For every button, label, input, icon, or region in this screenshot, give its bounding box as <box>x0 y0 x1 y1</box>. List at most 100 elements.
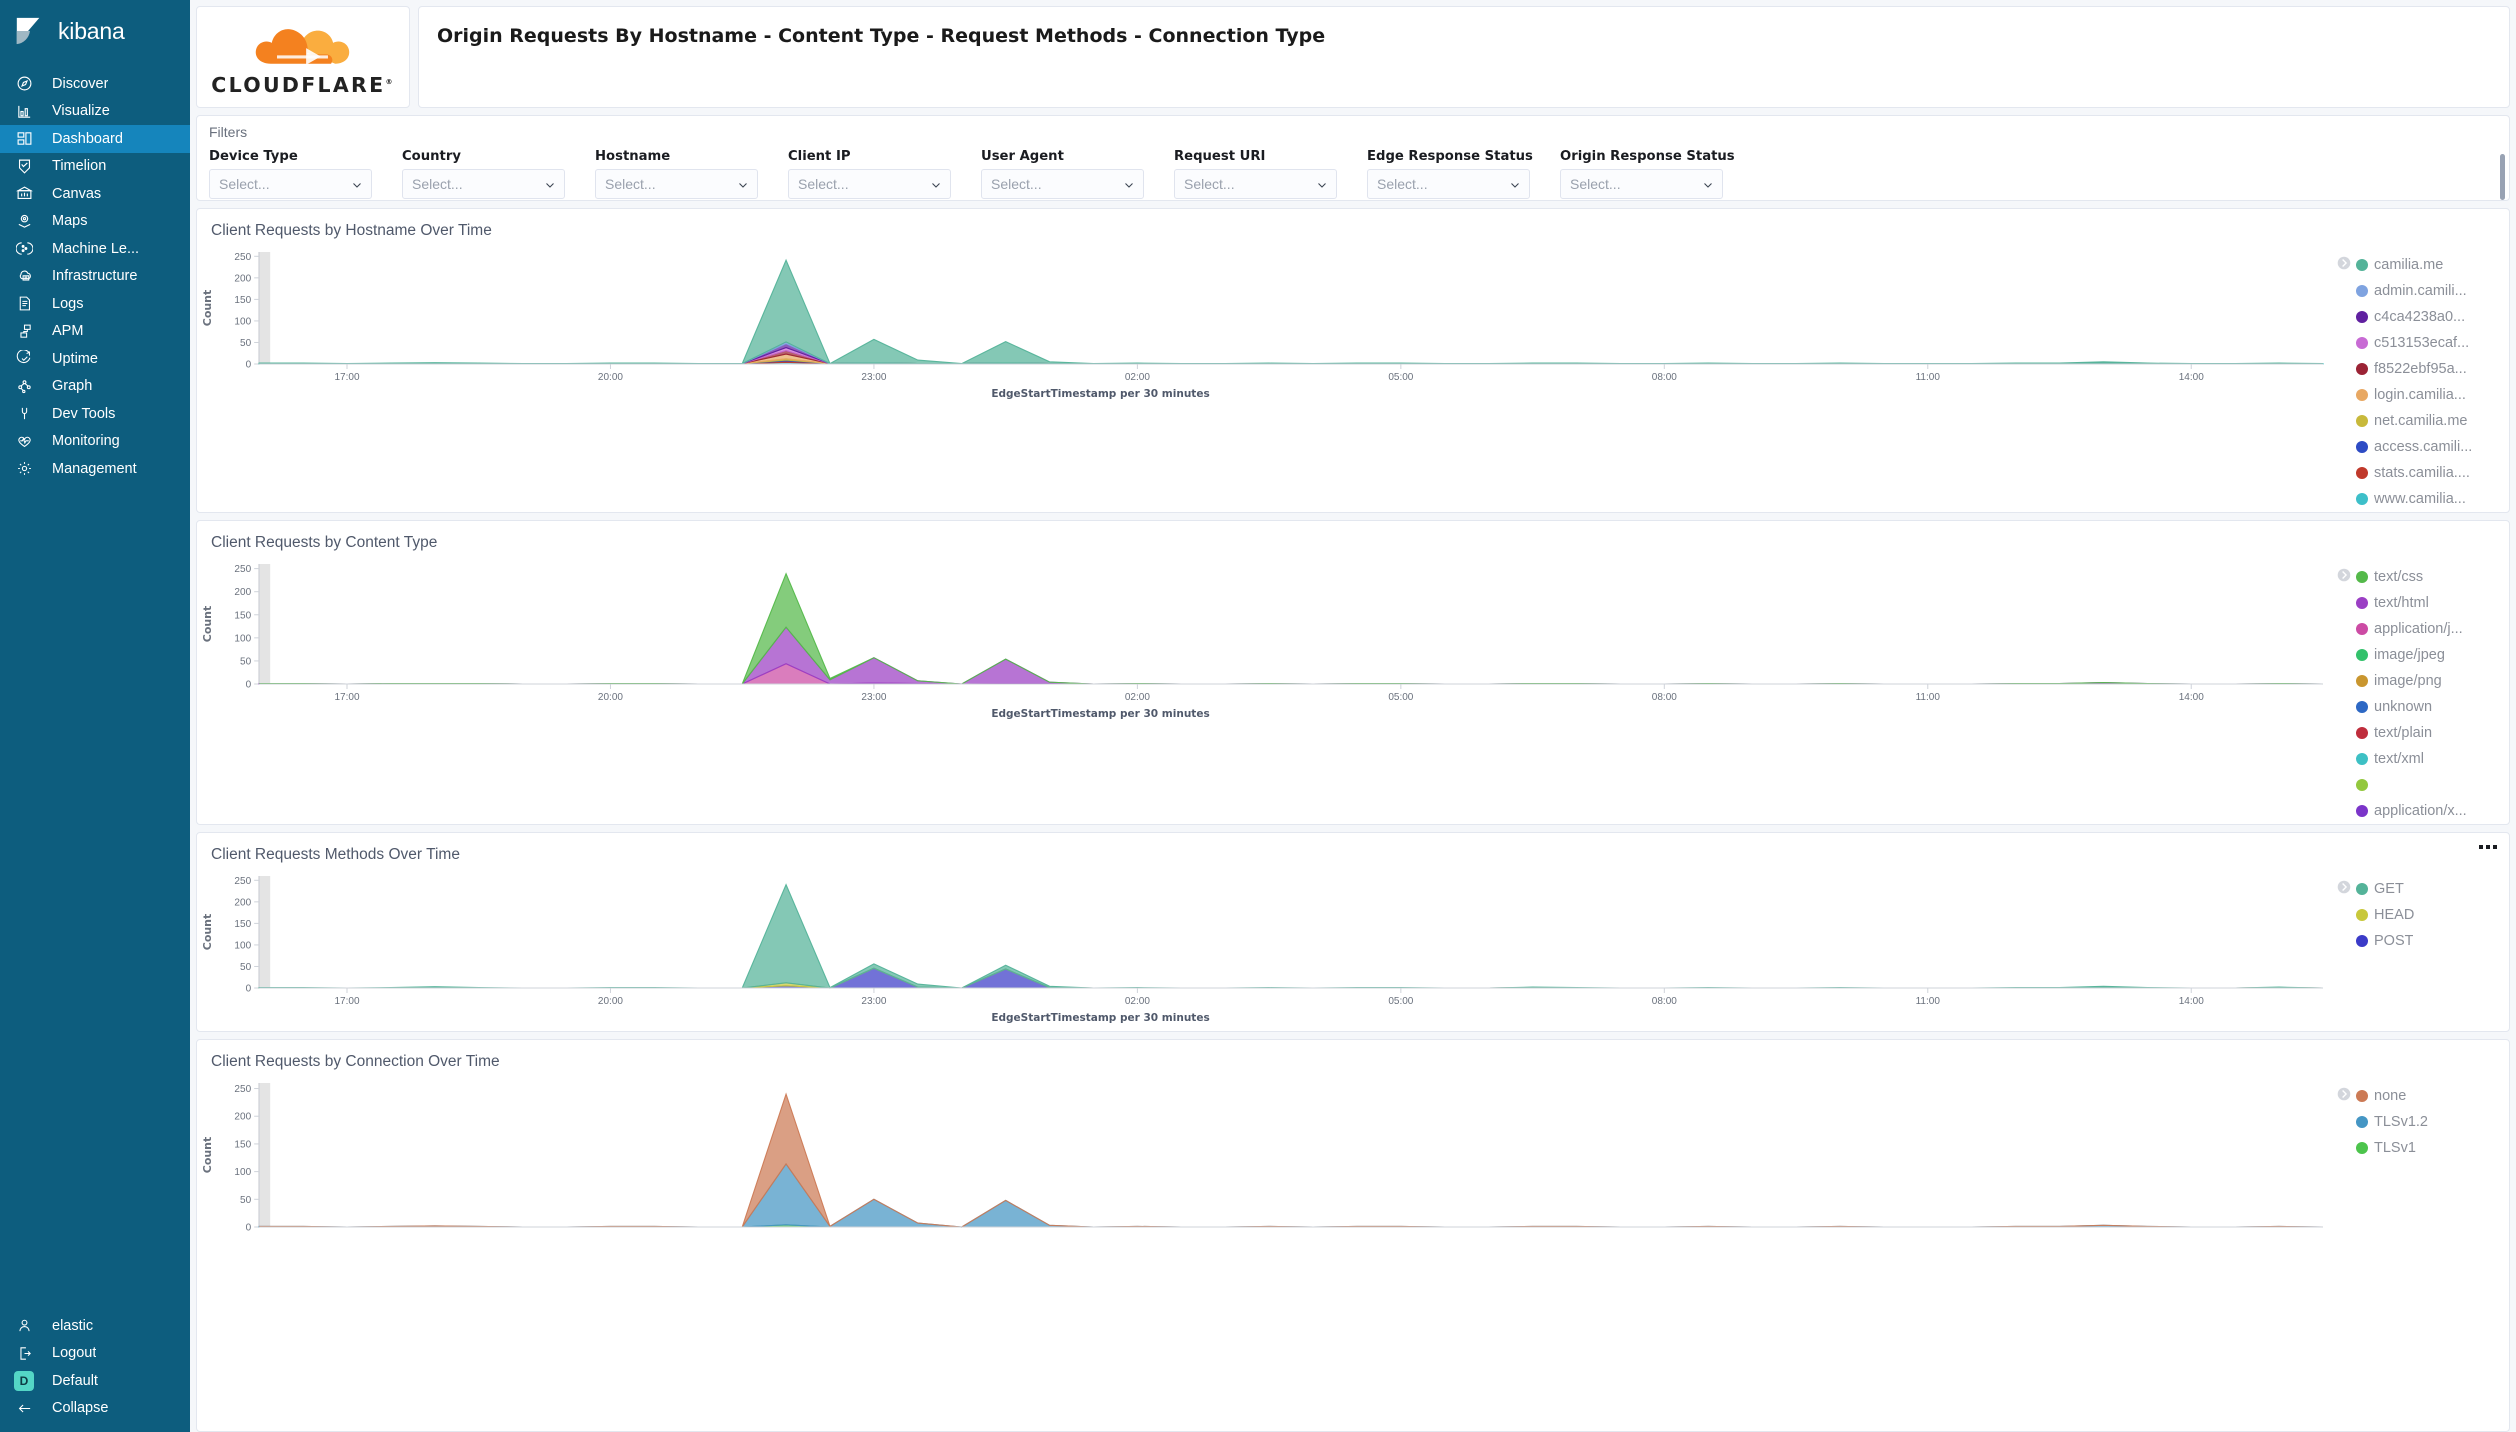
sidebar-item-logout[interactable]: Logout <box>0 1340 190 1368</box>
sidebar-item-logs[interactable]: Logs <box>0 290 190 318</box>
legend-color-dot <box>2356 883 2368 895</box>
kibana-brand[interactable]: kibana <box>0 0 190 62</box>
legend-item[interactable]: none <box>2356 1083 2428 1109</box>
legend-color-dot <box>2356 805 2368 817</box>
panel-options-menu[interactable] <box>2479 845 2497 849</box>
sidebar-label: Maps <box>52 213 88 230</box>
filter-hostname: Hostname Select... <box>595 149 758 199</box>
legend-item[interactable] <box>2356 772 2467 798</box>
user-agent-select[interactable]: Select... <box>981 169 1144 199</box>
legend-item[interactable]: GET <box>2356 876 2414 902</box>
legend-item[interactable]: text/css <box>2356 564 2467 590</box>
legend-collapse-icon[interactable] <box>2337 256 2351 270</box>
legend-item[interactable]: camilia.me <box>2356 252 2472 278</box>
filter-device-type: Device Type Select... <box>209 149 372 199</box>
filter-origin-response-status: Origin Response Status Select... <box>1560 149 1735 199</box>
sidebar-item-infrastructure[interactable]: Infrastructure <box>0 263 190 291</box>
sidebar-item-uptime[interactable]: Uptime <box>0 345 190 373</box>
chevron-down-icon <box>544 178 556 190</box>
client-ip-select[interactable]: Select... <box>788 169 951 199</box>
legend-item[interactable]: TLSv1 <box>2356 1135 2428 1161</box>
legend-item[interactable]: access.camili... <box>2356 434 2472 460</box>
svg-text:250: 250 <box>234 564 251 575</box>
svg-text:20:00: 20:00 <box>598 372 623 383</box>
sidebar-item-monitoring[interactable]: Monitoring <box>0 428 190 456</box>
legend-methods: GET HEAD POST <box>2333 864 2509 1028</box>
compass-icon <box>14 74 34 94</box>
svg-text:200: 200 <box>234 587 251 598</box>
legend-item[interactable]: text/html <box>2356 590 2467 616</box>
sidebar-label: Collapse <box>52 1400 109 1417</box>
svg-text:20:00: 20:00 <box>598 996 623 1007</box>
legend-item[interactable]: c4ca4238a0... <box>2356 304 2472 330</box>
sidebar-item-timelion[interactable]: Timelion <box>0 153 190 181</box>
chart-content-type[interactable]: 0 50 100 150 200 250 Count 17:00 20:00 23:00 02:00… <box>197 552 2333 821</box>
legend-label: HEAD <box>2374 907 2415 923</box>
filters-scrollbar[interactable] <box>2500 154 2505 200</box>
chart-connection[interactable]: 0 50 100 150 200 250 Count <box>197 1071 2333 1428</box>
sidebar-item-user[interactable]: elastic <box>0 1312 190 1340</box>
legend-collapse-icon[interactable] <box>2337 568 2351 582</box>
legend-item[interactable]: admin.camili... <box>2356 278 2472 304</box>
select-value: Select... <box>412 176 463 192</box>
legend-item[interactable]: TLSv1.2 <box>2356 1109 2428 1135</box>
filter-user-agent: User Agent Select... <box>981 149 1144 199</box>
legend-label: unknown <box>2374 699 2433 715</box>
legend-item[interactable]: stats.camilia.... <box>2356 460 2472 486</box>
sidebar-item-canvas[interactable]: Canvas <box>0 180 190 208</box>
sidebar-item-apm[interactable]: APM <box>0 318 190 346</box>
sidebar-item-collapse[interactable]: Collapse <box>0 1395 190 1423</box>
legend-item[interactable]: text/xml <box>2356 746 2467 772</box>
hostname-select[interactable]: Select... <box>595 169 758 199</box>
legend-list: camilia.me admin.camili... c4ca4238a0... c5… <box>2356 252 2472 512</box>
legend-item[interactable]: www.camilia... <box>2356 486 2472 512</box>
legend-label: none <box>2374 1088 2407 1104</box>
legend-collapse-icon[interactable] <box>2337 1087 2351 1101</box>
chart-methods[interactable]: 0 50 100 150 200 250 Count 17:00 20:00 23:00 02:00… <box>197 864 2333 1028</box>
legend-item[interactable]: login.camilia... <box>2356 382 2472 408</box>
user-icon <box>14 1316 34 1336</box>
legend-item[interactable]: net.camilia.me <box>2356 408 2472 434</box>
legend-item[interactable]: POST <box>2356 928 2414 954</box>
legend-label: text/plain <box>2374 725 2433 741</box>
legend-item[interactable]: text/plain <box>2356 720 2467 746</box>
request-uri-select[interactable]: Select... <box>1174 169 1337 199</box>
device-type-select[interactable]: Select... <box>209 169 372 199</box>
legend-label: POST <box>2374 933 2414 949</box>
svg-text:100: 100 <box>234 316 251 327</box>
monitoring-icon <box>14 431 34 451</box>
svg-text:0: 0 <box>246 1223 252 1231</box>
legend-label: f8522ebf95a... <box>2374 361 2467 377</box>
sidebar-item-discover[interactable]: Discover <box>0 70 190 98</box>
legend-collapse-icon[interactable] <box>2337 880 2351 894</box>
legend-color-dot <box>2356 623 2368 635</box>
sidebar-item-maps[interactable]: Maps <box>0 208 190 236</box>
chart-hostname[interactable]: 0 50 100 150 200 250 Count 17:00 20:00 23:00 02:00… <box>197 240 2333 509</box>
legend-item[interactable]: HEAD <box>2356 902 2414 928</box>
edge-response-status-select[interactable]: Select... <box>1367 169 1530 199</box>
sidebar-item-management[interactable]: Management <box>0 455 190 483</box>
sidebar-item-dashboard[interactable]: Dashboard <box>0 125 190 153</box>
legend-list: text/css text/html application/j... image/j… <box>2356 564 2467 824</box>
legend-item[interactable]: application/j... <box>2356 616 2467 642</box>
svg-text:11:00: 11:00 <box>1916 692 1941 703</box>
select-value: Select... <box>798 176 849 192</box>
country-select[interactable]: Select... <box>402 169 565 199</box>
svg-text:200: 200 <box>234 1112 251 1123</box>
legend-item[interactable]: application/x... <box>2356 798 2467 824</box>
legend-item[interactable]: c513153ecaf... <box>2356 330 2472 356</box>
legend-item[interactable]: image/jpeg <box>2356 642 2467 668</box>
sidebar-item-space[interactable]: D Default <box>0 1367 190 1395</box>
legend-item[interactable]: f8522ebf95a... <box>2356 356 2472 382</box>
map-pin-icon <box>14 211 34 231</box>
sidebar-item-visualize[interactable]: Visualize <box>0 98 190 126</box>
sidebar-item-graph[interactable]: Graph <box>0 373 190 401</box>
svg-text:100: 100 <box>234 1167 251 1178</box>
origin-response-status-select[interactable]: Select... <box>1560 169 1723 199</box>
infrastructure-icon <box>14 266 34 286</box>
legend-item[interactable]: unknown <box>2356 694 2467 720</box>
space-badge-letter: D <box>14 1370 34 1391</box>
sidebar-item-machine-learning[interactable]: Machine Le... <box>0 235 190 263</box>
legend-item[interactable]: image/png <box>2356 668 2467 694</box>
sidebar-item-dev-tools[interactable]: Dev Tools <box>0 400 190 428</box>
